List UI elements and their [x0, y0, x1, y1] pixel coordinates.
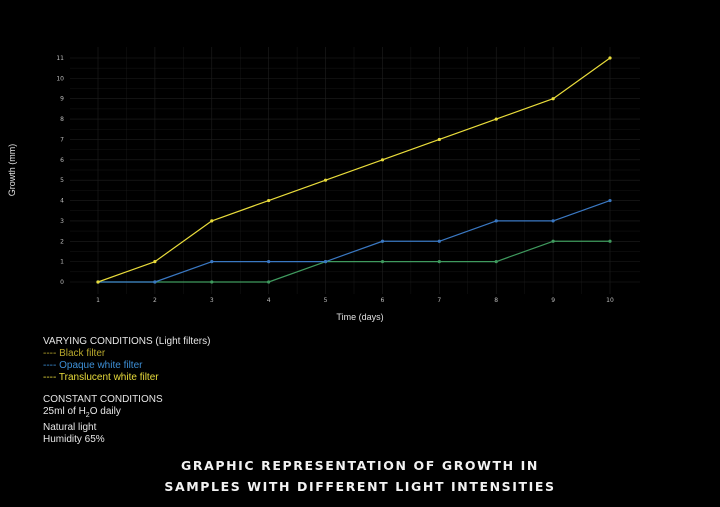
varying-conditions-heading: VARYING CONDITIONS (Light filters) — [43, 336, 211, 347]
data-point-translucent-white-filter — [96, 280, 100, 284]
data-point-black-filter — [494, 260, 498, 264]
data-point-translucent-white-filter — [608, 56, 612, 60]
y-tick-label: 3 — [60, 218, 64, 225]
chart-series — [96, 56, 612, 284]
x-tick-label: 8 — [494, 297, 498, 304]
x-tick-label: 10 — [606, 297, 614, 304]
x-tick-label: 2 — [153, 297, 157, 304]
data-point-translucent-white-filter — [153, 260, 157, 264]
data-point-black-filter — [267, 280, 271, 284]
x-tick-label: 9 — [551, 297, 555, 304]
data-point-translucent-white-filter — [210, 219, 214, 223]
caption-line-2: SAMPLES WITH DIFFERENT LIGHT INTENSITIES — [164, 479, 556, 494]
data-point-black-filter — [437, 260, 441, 264]
y-tick-label: 1 — [60, 259, 64, 266]
caption-line-1: GRAPHIC REPRESENTATION OF GROWTH IN — [181, 458, 539, 473]
x-tick-label: 3 — [210, 297, 214, 304]
x-tick-label: 7 — [437, 297, 441, 304]
legend-item-opaque-white-filter: ---- Opaque white filter — [43, 360, 143, 371]
data-point-translucent-white-filter — [494, 117, 498, 121]
chart-ticks: 1 2 3 4 5 6 7 8 9 10 0 1 2 3 4 5 6 7 8 9 10 11 — [56, 55, 614, 304]
y-tick-label: 6 — [60, 157, 64, 164]
series-line-opaque-white-filter — [98, 199, 611, 283]
humidity-condition: Humidity 65% — [43, 434, 105, 445]
series-line-black-filter — [98, 240, 610, 283]
x-tick-label: 1 — [96, 297, 100, 304]
data-point-opaque-white-filter — [153, 280, 157, 284]
water-condition: 25ml of H2O daily — [43, 406, 210, 422]
x-tick-label: 5 — [324, 297, 328, 304]
y-tick-label: 11 — [56, 55, 64, 62]
data-point-black-filter — [210, 280, 214, 284]
y-tick-label: 2 — [60, 238, 64, 245]
water-suffix: O daily — [89, 406, 121, 417]
y-tick-label: 10 — [56, 75, 64, 82]
x-axis-title: Time (days) — [336, 312, 383, 322]
figure-caption: GRAPHIC REPRESENTATION OF GROWTH IN SAMP… — [0, 455, 720, 497]
data-point-opaque-white-filter — [267, 260, 271, 264]
x-tick-label: 4 — [267, 297, 271, 304]
y-axis-title: Growth (mm) — [7, 144, 17, 197]
water-subscript: 2 — [85, 412, 90, 419]
y-tick-label: 0 — [60, 279, 64, 286]
series-line-translucent-white-filter — [97, 57, 611, 283]
data-point-opaque-white-filter — [551, 219, 555, 223]
data-point-opaque-white-filter — [380, 239, 385, 243]
x-tick-label: 6 — [381, 297, 385, 304]
data-point-translucent-white-filter — [437, 137, 441, 142]
data-point-opaque-white-filter — [210, 260, 214, 264]
data-point-opaque-white-filter — [323, 260, 328, 264]
constant-conditions-heading: CONSTANT CONDITIONS — [43, 394, 163, 405]
data-point-black-filter — [380, 260, 385, 264]
data-point-opaque-white-filter — [608, 198, 612, 203]
light-condition: Natural light — [43, 422, 97, 433]
y-tick-label: 8 — [60, 116, 64, 123]
growth-line-chart: 1 2 3 4 5 6 7 8 9 10 0 1 2 3 4 5 6 7 8 9 10 11 Time (days) Gr… — [7, 47, 640, 322]
legend-panel: VARYING CONDITIONS (Light filters) ---- … — [43, 336, 210, 446]
y-tick-label: 9 — [60, 96, 64, 103]
legend-item-black-filter: ---- Black filter — [43, 348, 106, 359]
y-tick-label: 7 — [60, 136, 64, 143]
legend-item-translucent-white-filter: ---- Translucent white filter — [43, 372, 159, 383]
y-tick-label: 4 — [60, 198, 64, 205]
data-point-translucent-white-filter — [267, 198, 271, 203]
data-point-opaque-white-filter — [494, 219, 498, 223]
water-prefix: 25ml of H — [43, 406, 86, 417]
chart-grid — [70, 47, 640, 294]
data-point-opaque-white-filter — [437, 239, 441, 243]
data-point-black-filter — [608, 239, 612, 243]
data-point-black-filter — [551, 239, 555, 243]
data-point-translucent-white-filter — [323, 178, 328, 182]
y-tick-label: 5 — [60, 177, 64, 184]
data-point-translucent-white-filter — [380, 158, 385, 162]
data-point-translucent-white-filter — [551, 97, 555, 101]
